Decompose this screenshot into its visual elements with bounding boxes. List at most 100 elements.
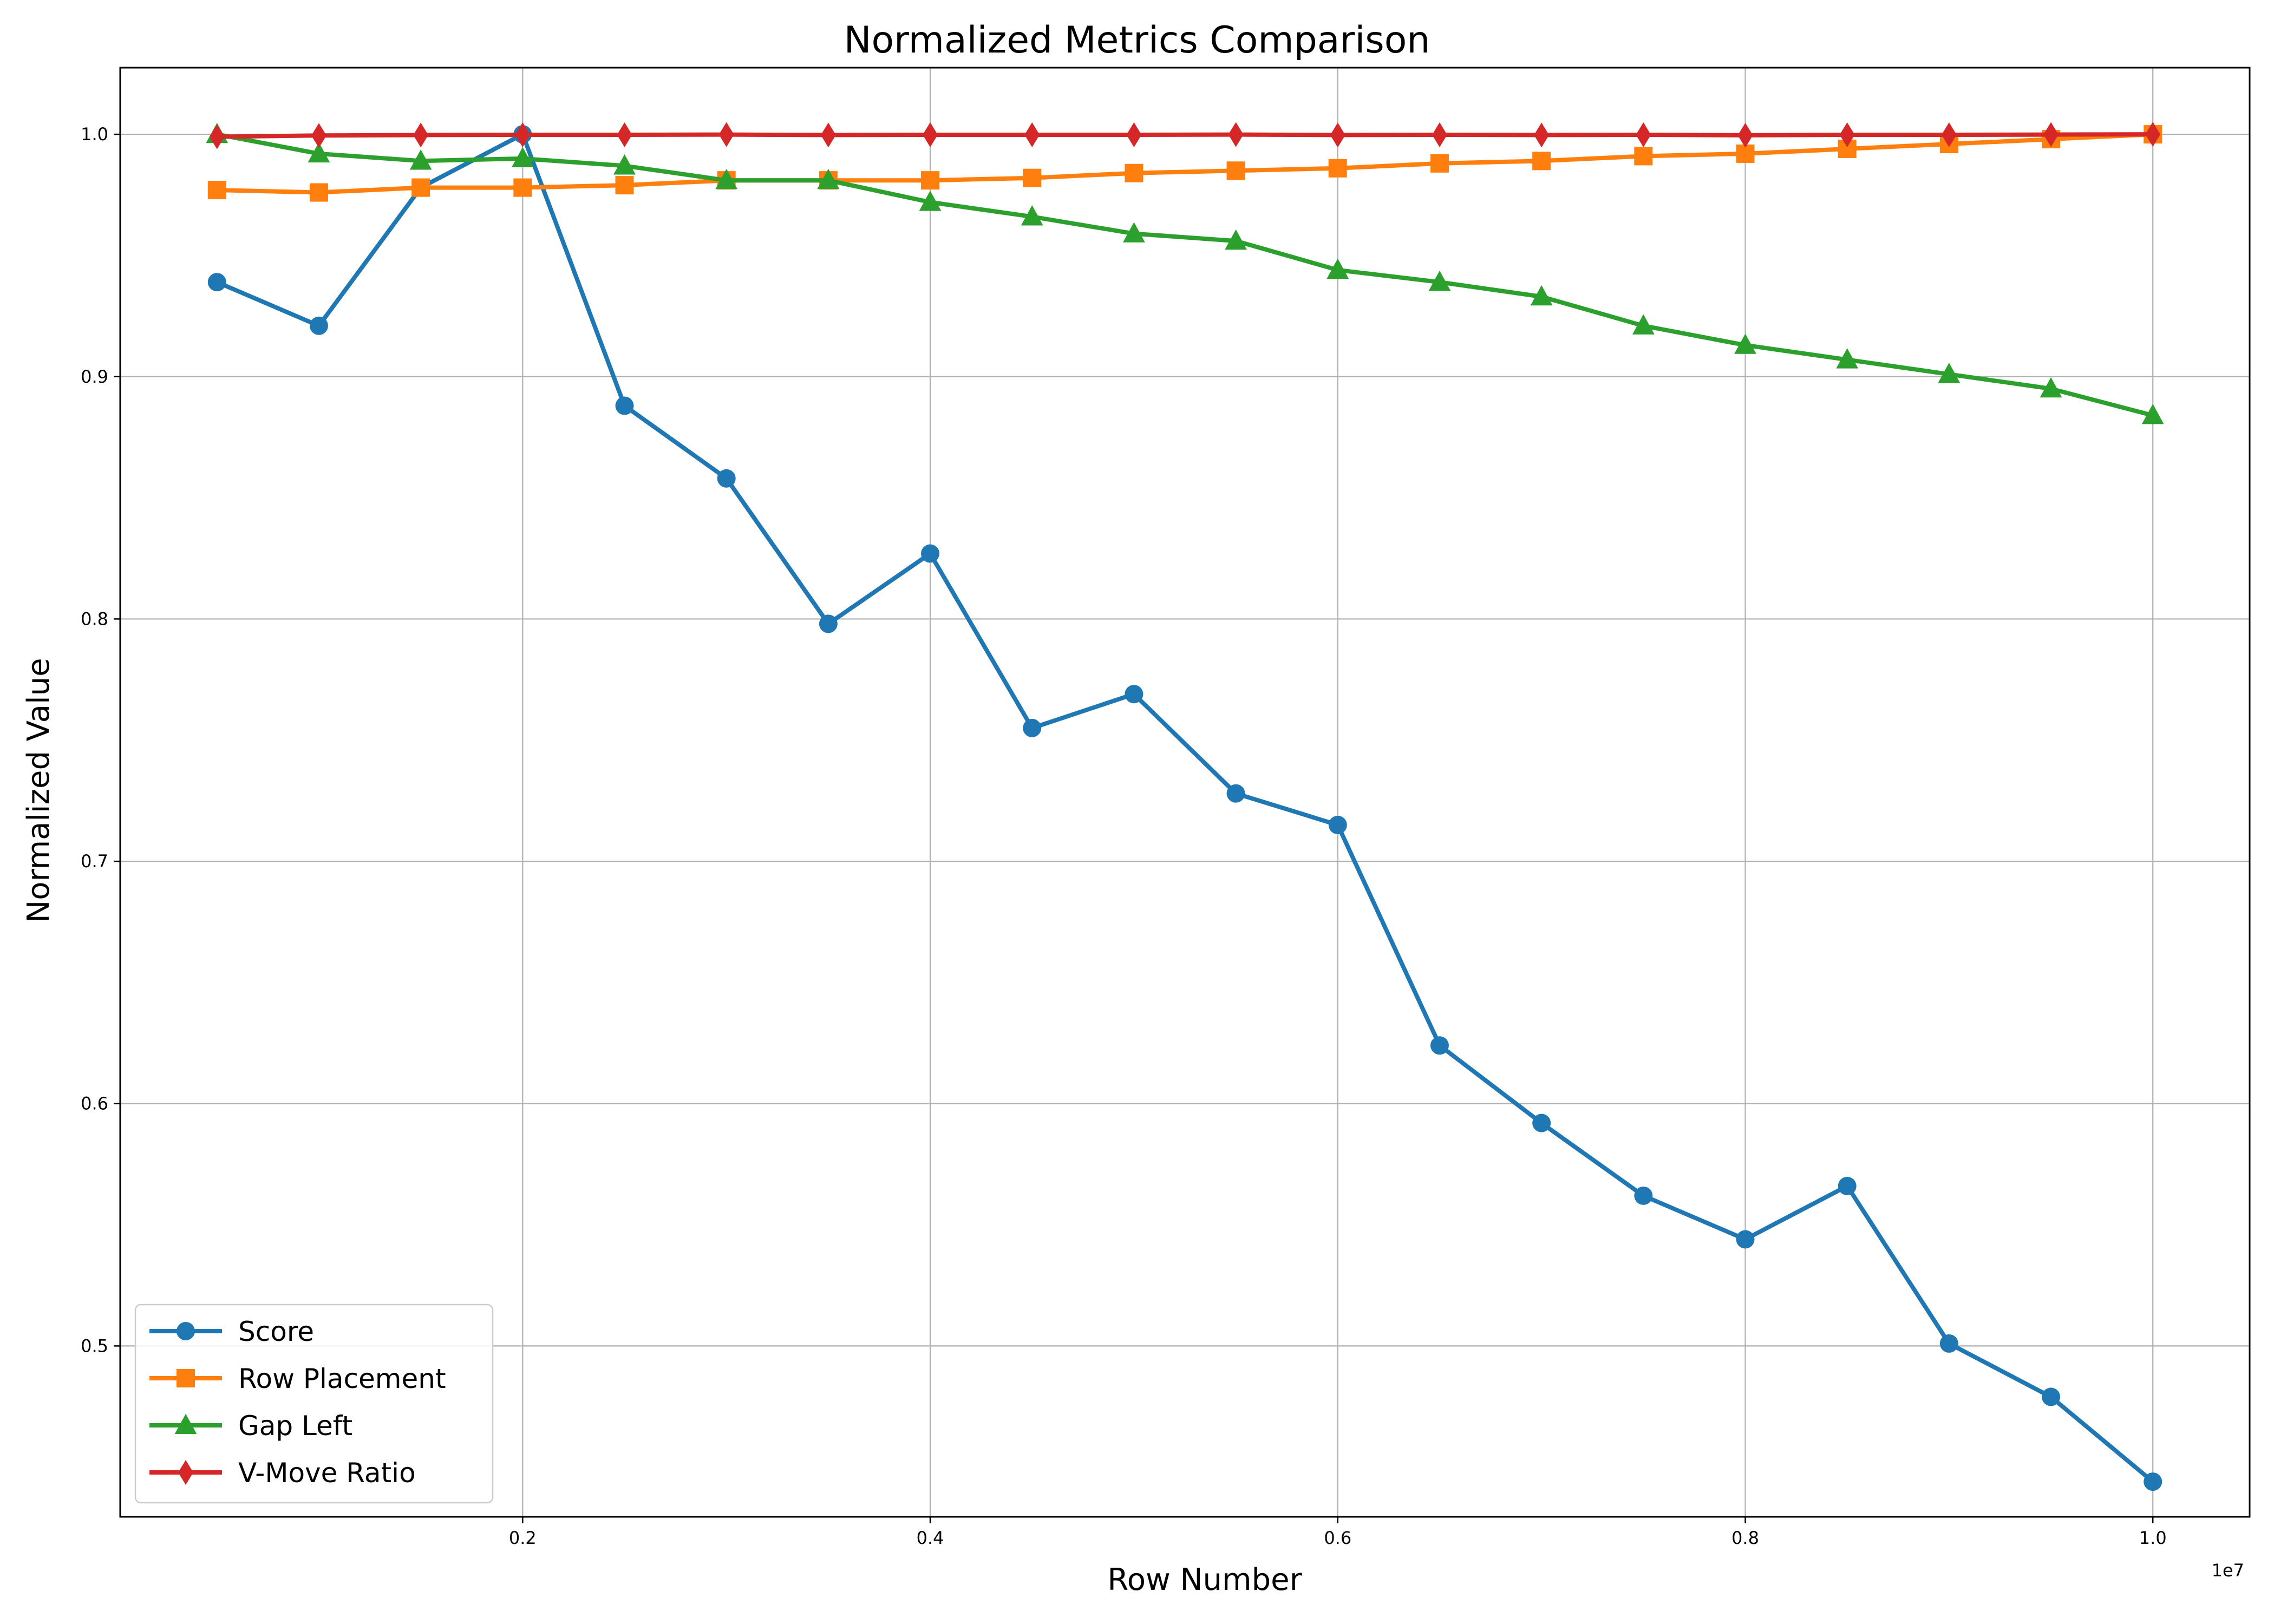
series-gap-left-point xyxy=(1938,363,1961,383)
series-gap-left xyxy=(206,122,2164,424)
plot-series xyxy=(206,122,2164,1491)
series-row-placement-point xyxy=(1023,168,1042,187)
series-score-line xyxy=(214,132,2155,1484)
series-v-move-ratio-point xyxy=(413,122,429,148)
series-v-move-ratio-point xyxy=(311,123,326,148)
legend-v-move-ratio-point xyxy=(178,1460,193,1485)
legend-row-placement-entry: Row Placement xyxy=(149,1363,446,1394)
series-score-point xyxy=(1736,1230,1755,1249)
series-row-placement-point xyxy=(1532,152,1551,171)
series-score-point xyxy=(2144,1472,2162,1491)
series-score-point xyxy=(1125,685,1143,704)
legend-score-label: Score xyxy=(238,1316,314,1347)
series-gap-left-point xyxy=(1836,348,1859,369)
chart-title: Normalized Metrics Comparison xyxy=(844,19,1430,62)
y-tick-label: 0.9 xyxy=(81,366,108,387)
y-axis-label: Normalized Value xyxy=(21,658,56,922)
series-gap-left-point xyxy=(511,147,534,168)
series-gap-left-point xyxy=(1123,222,1145,243)
series-gap-left-point xyxy=(308,142,330,163)
series-row-placement-point xyxy=(1634,147,1653,166)
series-gap-left-point xyxy=(1734,333,1756,354)
series-score-point xyxy=(309,316,328,335)
series-v-move-ratio-line xyxy=(214,132,2155,139)
legend-gap-left-entry: Gap Left xyxy=(149,1410,352,1442)
axis-ticks: 0.2 0.4 0.6 0.8 1.0 0.5 0.6 0.7 0.8 0.9 1.0 xyxy=(81,124,2167,1548)
series-row-placement-point xyxy=(207,181,226,200)
series-gap-left-point xyxy=(409,149,432,170)
series-score-point xyxy=(717,469,736,488)
series-score-point xyxy=(1939,1334,1958,1353)
series-row-placement-point xyxy=(1328,159,1347,178)
series-row-placement-point xyxy=(921,171,940,190)
x-tick-label: 0.6 xyxy=(1324,1528,1351,1548)
legend: Score Row Placement Gap Left V-Move Ratio xyxy=(134,1304,494,1504)
series-v-move-ratio-point xyxy=(2043,122,2059,147)
series-row-placement-point xyxy=(1125,163,1143,182)
legend-box xyxy=(134,1304,494,1504)
series-gap-left-point xyxy=(1632,314,1655,335)
series-score-point xyxy=(1226,784,1245,803)
plot-frame xyxy=(119,67,2251,1518)
y-tick-label: 0.6 xyxy=(81,1093,108,1114)
series-gap-left-line xyxy=(214,132,2155,418)
legend-gap-left-point xyxy=(174,1413,197,1435)
series-score-point xyxy=(615,396,634,415)
series-v-move-ratio-point xyxy=(1126,122,1142,147)
series-score-point xyxy=(207,273,226,292)
y-tick-label: 0.5 xyxy=(81,1335,108,1356)
series-v-move-ratio-point xyxy=(1839,122,1855,147)
series-v-move-ratio-point xyxy=(1941,122,1957,147)
y-tick-label: 0.8 xyxy=(81,608,108,629)
series-score-point xyxy=(921,544,940,563)
series-gap-left-point xyxy=(919,191,942,211)
x-axis-label: Row Number xyxy=(1107,1562,1302,1597)
series-row-placement-point xyxy=(1226,161,1245,180)
x-axis-offset-label: 1e7 xyxy=(2212,1560,2244,1581)
series-score-point xyxy=(1838,1176,1857,1195)
series-gap-left-point xyxy=(2040,377,2062,398)
series-score-point xyxy=(1532,1114,1551,1132)
legend-v-move-ratio-entry: V-Move Ratio xyxy=(149,1457,416,1489)
series-gap-left-point xyxy=(715,168,738,189)
series-gap-left-point xyxy=(1225,229,1247,250)
series-v-move-ratio-point xyxy=(1534,122,1550,148)
legend-row-placement-point xyxy=(177,1369,195,1387)
series-v-move-ratio-point xyxy=(1024,122,1040,147)
series-v-move-ratio-point xyxy=(923,122,938,147)
series-score-point xyxy=(1328,815,1347,834)
series-v-move-ratio-point xyxy=(617,122,632,147)
series-row-placement xyxy=(207,125,2162,202)
series-gap-left-point xyxy=(2141,404,2164,424)
series-v-move-ratio-point xyxy=(1228,122,1244,147)
series-row-placement-point xyxy=(1430,154,1449,173)
legend-gap-left-label: Gap Left xyxy=(238,1410,352,1442)
series-v-move-ratio-point xyxy=(1636,122,1651,147)
series-v-move-ratio-point xyxy=(209,124,225,149)
legend-row-placement-label: Row Placement xyxy=(238,1363,446,1394)
x-tick-label: 0.8 xyxy=(1731,1528,1759,1548)
series-score-point xyxy=(1430,1036,1449,1055)
series-score-point xyxy=(819,614,838,633)
series-gap-left-point xyxy=(1327,258,1349,279)
series-v-move-ratio-point xyxy=(2145,122,2161,147)
series-score-point xyxy=(2042,1387,2061,1406)
series-row-placement-point xyxy=(513,178,532,197)
y-tick-label: 1.0 xyxy=(81,124,108,145)
series-v-move-ratio-point xyxy=(1737,122,1753,148)
series-v-move-ratio-point xyxy=(820,122,836,148)
series-v-move-ratio-point xyxy=(1330,122,1345,148)
series-score-point xyxy=(1023,718,1042,737)
series-gap-left-point xyxy=(613,154,636,175)
series-gap-left-point xyxy=(817,168,840,189)
x-tick-label: 0.4 xyxy=(917,1528,944,1548)
y-tick-label: 0.7 xyxy=(81,851,108,872)
series-row-placement-point xyxy=(411,178,430,197)
x-tick-label: 0.2 xyxy=(509,1528,537,1548)
series-gap-left-point xyxy=(1530,285,1553,306)
series-v-move-ratio-point xyxy=(1432,122,1447,147)
series-row-placement-line xyxy=(214,132,2155,195)
series-score-point xyxy=(1634,1186,1653,1205)
legend-score-entry: Score xyxy=(149,1316,314,1347)
